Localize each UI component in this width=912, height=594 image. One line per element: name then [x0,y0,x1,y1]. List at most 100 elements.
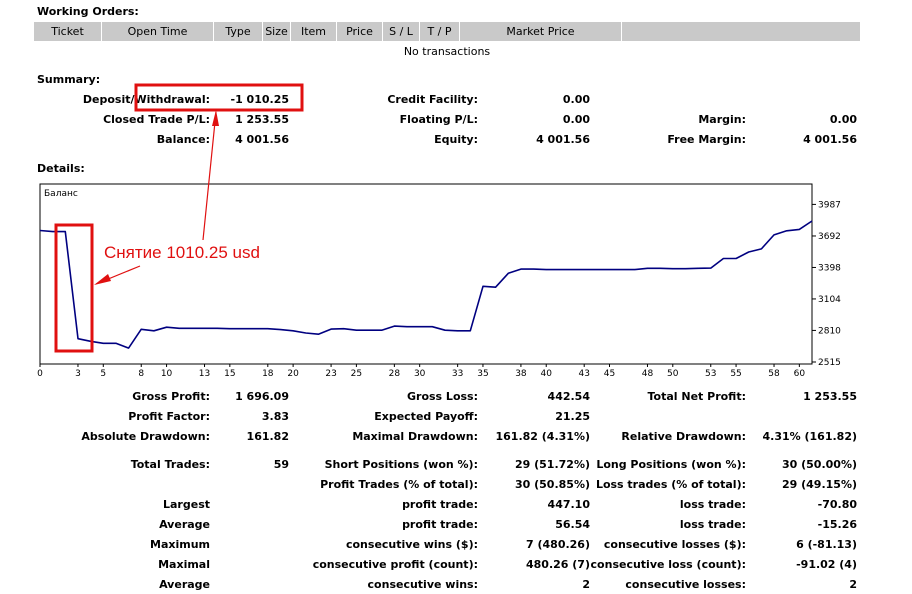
x-tick-label: 18 [262,369,274,379]
gross-loss-value: 442.54 [547,390,590,403]
column-header-market-price[interactable]: Market Price [460,22,622,41]
y-tick-label: 3398 [818,263,841,273]
profit-trades-label: Profit Trades (% of total): [320,478,478,491]
x-tick-label: 0 [37,369,43,379]
largest-loss-label: loss trade: [679,498,746,511]
column-header-open-time[interactable]: Open Time [102,22,214,41]
maximal-drawdown-label: Maximal Drawdown: [352,430,478,443]
total-trades-value: 59 [273,458,289,471]
orders-table-header: Ticket Open Time Type Size Item Price S … [34,22,860,41]
avg-consecutive-losses-value: 2 [849,578,857,591]
column-header-type[interactable]: Type [214,22,263,41]
x-tick-label: 15 [224,369,235,379]
free-margin-value: 4 001.56 [803,133,857,146]
largest-profit-label: profit trade: [402,498,478,511]
profit-factor-value: 3.83 [261,410,289,423]
x-tick-label: 30 [414,369,426,379]
working-orders-title: Working Orders: [37,5,139,18]
y-tick-label: 3987 [818,200,841,210]
loss-trades-label: Loss trades (% of total): [595,478,746,491]
floating-pl-label: Floating P/L: [399,113,478,126]
y-axis: 2515 2810 3104 3398 3692 3987 [812,200,841,368]
absolute-drawdown-value: 161.82 [246,430,289,443]
loss-trades-value: 29 (49.15%) [781,478,857,491]
max-consecutive-wins-label: consecutive wins ($): [345,538,478,551]
equity-value: 4 001.56 [536,133,590,146]
margin-value: 0.00 [829,113,857,126]
profit-trades-value: 30 (50.85%) [514,478,590,491]
largest-label: Largest [163,498,210,511]
deposit-withdrawal-value: -1 010.25 [230,93,290,106]
total-net-profit-label: Total Net Profit: [647,390,747,403]
x-tick-label: 53 [705,369,716,379]
no-transactions-text: No transactions [403,45,491,58]
annotation-overlay: Снятие 1010.25 usd [54,83,304,353]
gross-profit-value: 1 696.09 [235,390,289,403]
avg-consecutive-wins-value: 2 [582,578,590,591]
column-header-price[interactable]: Price [337,22,383,41]
balance-label: Balance: [156,133,210,146]
column-header-take-profit[interactable]: T / P [420,22,460,41]
x-tick-label: 43 [578,369,589,379]
maximal-consecutive-loss-label: consecutive loss (count): [590,558,746,571]
maximal-consecutive-profit-label: consecutive profit (count): [312,558,478,571]
x-tick-label: 55 [730,369,741,379]
x-tick-label: 45 [604,369,615,379]
average-loss-label: loss trade: [679,518,746,531]
x-tick-label: 8 [138,369,144,379]
credit-facility-value: 0.00 [562,93,590,106]
average-loss-value: -15.26 [817,518,857,531]
total-net-profit-value: 1 253.55 [803,390,857,403]
column-header-stop-loss[interactable]: S / L [383,22,420,41]
x-tick-label: 48 [642,369,654,379]
gross-profit-label: Gross Profit: [132,390,210,403]
x-tick-label: 5 [100,369,106,379]
deposit-highlight-box [134,83,304,112]
credit-facility-label: Credit Facility: [387,93,478,106]
avg-consecutive-wins-label: consecutive wins: [367,578,478,591]
closed-trade-pl-label: Closed Trade P/L: [103,113,210,126]
balance-line [39,220,813,349]
y-tick-label: 2515 [818,358,841,368]
withdrawal-highlight-box [54,223,94,353]
maximum-label: Maximum [150,538,210,551]
arrow-head-up [212,110,219,126]
column-header-size[interactable]: Size [263,22,291,41]
average-profit-value: 56.54 [555,518,590,531]
expected-payoff-value: 21.25 [555,410,590,423]
y-tick-label: 3692 [818,232,841,242]
y-tick-label: 3104 [818,295,841,305]
x-tick-label: 60 [794,369,806,379]
short-positions-value: 29 (51.72%) [514,458,590,471]
average-consecutive-label: Average [159,578,210,591]
maximal-consecutive-profit-value: 480.26 (7) [526,558,590,571]
summary-title: Summary: [37,73,101,86]
column-header-item[interactable]: Item [291,22,337,41]
maximal-label: Maximal [158,558,210,571]
max-consecutive-wins-value: 7 (480.26) [526,538,590,551]
max-consecutive-losses-label: consecutive losses ($): [603,538,746,551]
balance-value: 4 001.56 [235,133,289,146]
margin-label: Margin: [698,113,746,126]
x-tick-label: 38 [515,369,527,379]
x-tick-label: 40 [541,369,553,379]
floating-pl-value: 0.00 [562,113,590,126]
withdrawal-annotation-text: Снятие 1010.25 usd [104,243,260,262]
x-tick-label: 35 [477,369,488,379]
average-profit-label: profit trade: [402,518,478,531]
total-trades-label: Total Trades: [130,458,210,471]
relative-drawdown-value: 4.31% (161.82) [762,430,858,443]
chart-plot-area [39,183,813,365]
expected-payoff-label: Expected Payoff: [374,410,478,423]
avg-consecutive-losses-label: consecutive losses: [625,578,746,591]
x-tick-label: 20 [287,369,299,379]
arrow-line-up [202,111,217,241]
largest-profit-value: 447.10 [547,498,590,511]
chart-title: Баланс [44,189,78,199]
x-tick-label: 58 [768,369,780,379]
column-header-ticket[interactable]: Ticket [34,22,102,41]
x-tick-label: 28 [389,369,401,379]
deposit-withdrawal-label: Deposit/Withdrawal: [82,93,210,106]
short-positions-label: Short Positions (won %): [324,458,478,471]
